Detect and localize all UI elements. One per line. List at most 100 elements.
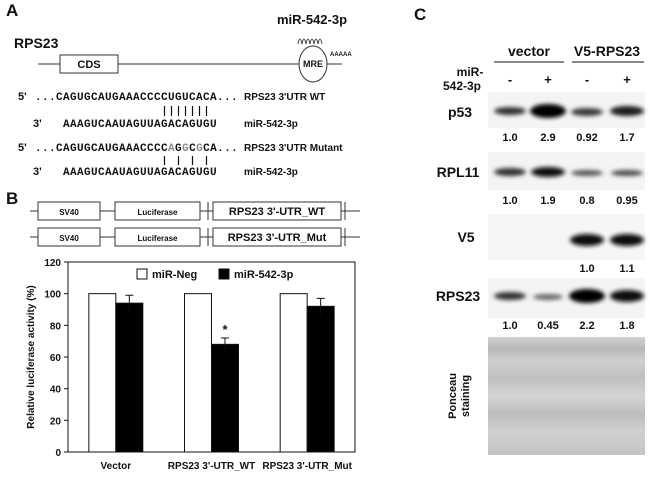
quant: 1.0: [502, 195, 517, 207]
seq-end: 3': [33, 166, 42, 178]
y-tick-label: 120: [44, 258, 61, 269]
construct-box: [212, 201, 342, 221]
lane-sign: -: [508, 72, 512, 87]
legend-label: miR-Neg: [152, 269, 197, 281]
mutant-seq: ...CAGUGCAUGAAACCCCAGGCGCA...: [35, 143, 238, 155]
construct-box: [37, 201, 101, 221]
group-label: vector: [508, 43, 551, 59]
mutated-base: A: [168, 143, 175, 155]
seq-end: 3': [33, 118, 42, 130]
construct-label: SV40: [59, 234, 79, 243]
y-tick-label: 60: [50, 353, 62, 364]
construct-label: Luciferase: [137, 208, 178, 217]
bar: [211, 343, 239, 453]
seq-segment: CA...: [203, 143, 238, 155]
construct-label: RPS23 3'-UTR_WT: [229, 206, 325, 218]
mirna-squiggle: [297, 38, 323, 45]
error-bar: [316, 297, 325, 315]
construct-box: [114, 201, 201, 221]
construct-label: RPS23 3'-UTR_Mut: [228, 232, 327, 244]
quant: 1.0: [579, 263, 594, 275]
x-tick-label: Vector: [101, 461, 132, 472]
cds-box: [59, 54, 119, 74]
bands: [494, 289, 644, 303]
bar: [115, 302, 144, 453]
lane-sign: -: [585, 72, 589, 87]
mutated-base: G: [196, 143, 203, 155]
quant: 1.0: [502, 132, 517, 144]
construct-box: [212, 227, 342, 247]
bands: [494, 167, 643, 177]
y-tick-label: 40: [50, 385, 62, 396]
cds-label: CDS: [77, 59, 100, 71]
constructs: SV40 Luciferase RPS23 3'-UTR_WT SV40 Lucifer…: [30, 201, 360, 247]
wt-seq: ...CAGUGCAUGAAACCCCUGUCACA...: [35, 92, 238, 104]
mre-label: MRE: [303, 59, 323, 69]
ponceau-strip: [488, 337, 645, 455]
mirna-label: miR-542-3p: [277, 12, 347, 27]
quant: 2.2: [579, 320, 594, 332]
legend-label: miR-542-3p: [234, 269, 294, 281]
mutated-base: G: [182, 143, 189, 155]
error-bar: [125, 294, 134, 312]
construct-label: SV40: [59, 208, 79, 217]
blot-label: RPS23: [436, 288, 481, 304]
bar: [184, 293, 212, 453]
y-tick-label: 20: [50, 416, 62, 427]
legend-swatch: [218, 268, 230, 280]
quant: 1.1: [619, 263, 634, 275]
quant: 0.92: [576, 132, 597, 144]
seq-segment: C: [189, 143, 196, 155]
bar: [88, 293, 117, 453]
y-tick-label: 0: [55, 448, 61, 459]
pairing-ticks: [163, 106, 208, 116]
annotation: *: [222, 322, 228, 337]
construct-box: [114, 227, 201, 247]
seq-end: 5': [18, 142, 27, 154]
bands: [570, 234, 644, 246]
seq-segment: ...CAGUGCAUGAAACCCC: [35, 143, 168, 155]
bar: [306, 305, 335, 453]
y-tick-label: 100: [44, 290, 61, 301]
blot-label: RPL11: [437, 164, 480, 180]
quant: 0.45: [537, 320, 558, 332]
lane-sign: +: [544, 72, 552, 87]
treatment-label: miR-: [457, 65, 484, 79]
pairing-ticks: [163, 156, 208, 165]
panel-label: B: [6, 189, 18, 208]
quant: 0.95: [616, 195, 637, 207]
quant: 1.0: [502, 320, 517, 332]
construct-box: [37, 227, 101, 247]
quant: 2.9: [540, 132, 555, 144]
panel-a: A RPS23 miR-542-3p CDS MRE AAAAA 5' ...C…: [6, 1, 352, 179]
ponceau-label: staining: [460, 375, 472, 417]
bar-chart: Relative luciferase activity (%) 0 20 40 60…: [26, 258, 356, 472]
mirna-seq: AAAGUCAAUAGUUAGACAGUGU: [63, 167, 217, 179]
error-bar: [221, 337, 229, 351]
quant: 1.7: [619, 132, 634, 144]
ponceau-label: Ponceau: [447, 373, 459, 419]
x-tick-label: RPS23 3'-UTR_Mut: [262, 461, 352, 472]
bands: [494, 104, 644, 118]
blot-label: p53: [448, 104, 472, 120]
quant: 0.8: [579, 195, 594, 207]
gene-label: RPS23: [14, 35, 59, 51]
bar: [279, 293, 308, 453]
seq-name: miR-542-3p: [244, 167, 298, 178]
treatment-label: 542-3p: [443, 79, 481, 93]
lane-sign: +: [623, 72, 631, 87]
seq-name: RPS23 3'UTR WT: [244, 92, 325, 103]
y-axis-label: Relative luciferase activity (%): [26, 285, 37, 428]
panel-label: A: [6, 1, 18, 20]
seq-name: miR-542-3p: [244, 119, 298, 130]
blot-label: V5: [457, 229, 474, 245]
panel-c: C vector V5-RPS23 miR- 542-3p - + - + p5…: [414, 5, 645, 455]
quant: 1.9: [540, 195, 555, 207]
x-tick-label: RPS23 3'-UTR_WT: [168, 461, 255, 472]
legend-swatch: [136, 268, 148, 280]
polya-label: AAAAA: [330, 52, 352, 58]
quant: 1.8: [619, 320, 634, 332]
group-label: V5-RPS23: [574, 43, 640, 59]
seq-end: 5': [18, 91, 27, 103]
